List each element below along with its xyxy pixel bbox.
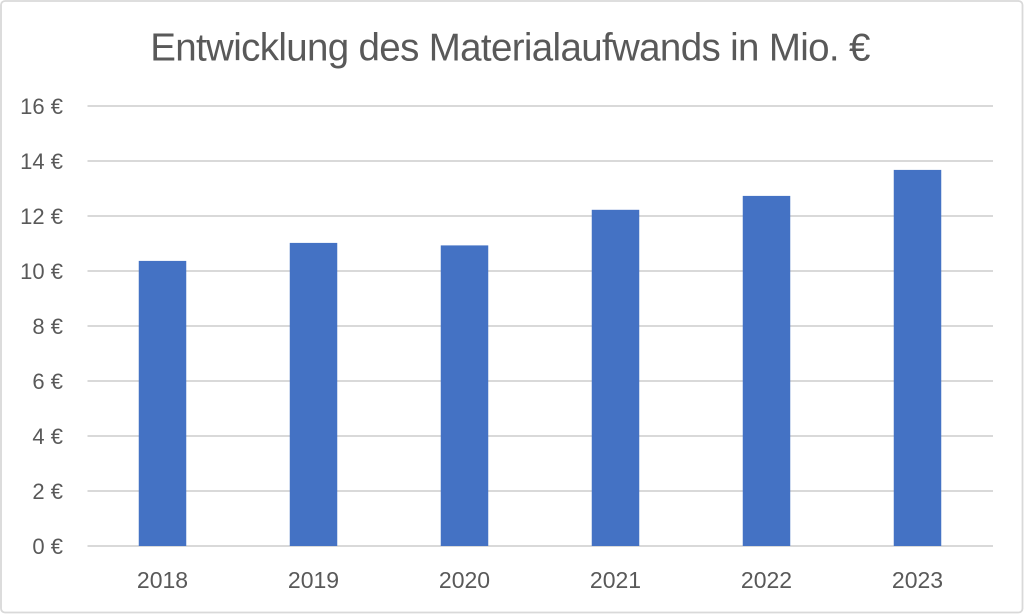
svg-text:2020: 2020 xyxy=(439,567,490,593)
svg-text:10 €: 10 € xyxy=(20,259,63,284)
svg-text:2019: 2019 xyxy=(288,567,339,593)
svg-text:2 €: 2 € xyxy=(32,479,63,504)
svg-text:2022: 2022 xyxy=(741,567,792,593)
svg-text:8 €: 8 € xyxy=(32,314,63,339)
svg-text:16 €: 16 € xyxy=(20,94,63,119)
svg-text:12 €: 12 € xyxy=(20,204,63,229)
svg-text:4 €: 4 € xyxy=(32,424,63,449)
svg-text:2021: 2021 xyxy=(590,567,641,593)
svg-text:6 €: 6 € xyxy=(32,369,63,394)
svg-text:0 €: 0 € xyxy=(32,534,63,559)
svg-text:2023: 2023 xyxy=(892,567,943,593)
svg-text:2018: 2018 xyxy=(137,567,188,593)
svg-text:Entwicklung des Materialaufwan: Entwicklung des Materialaufwands in Mio.… xyxy=(150,27,870,70)
svg-text:14 €: 14 € xyxy=(20,149,63,174)
